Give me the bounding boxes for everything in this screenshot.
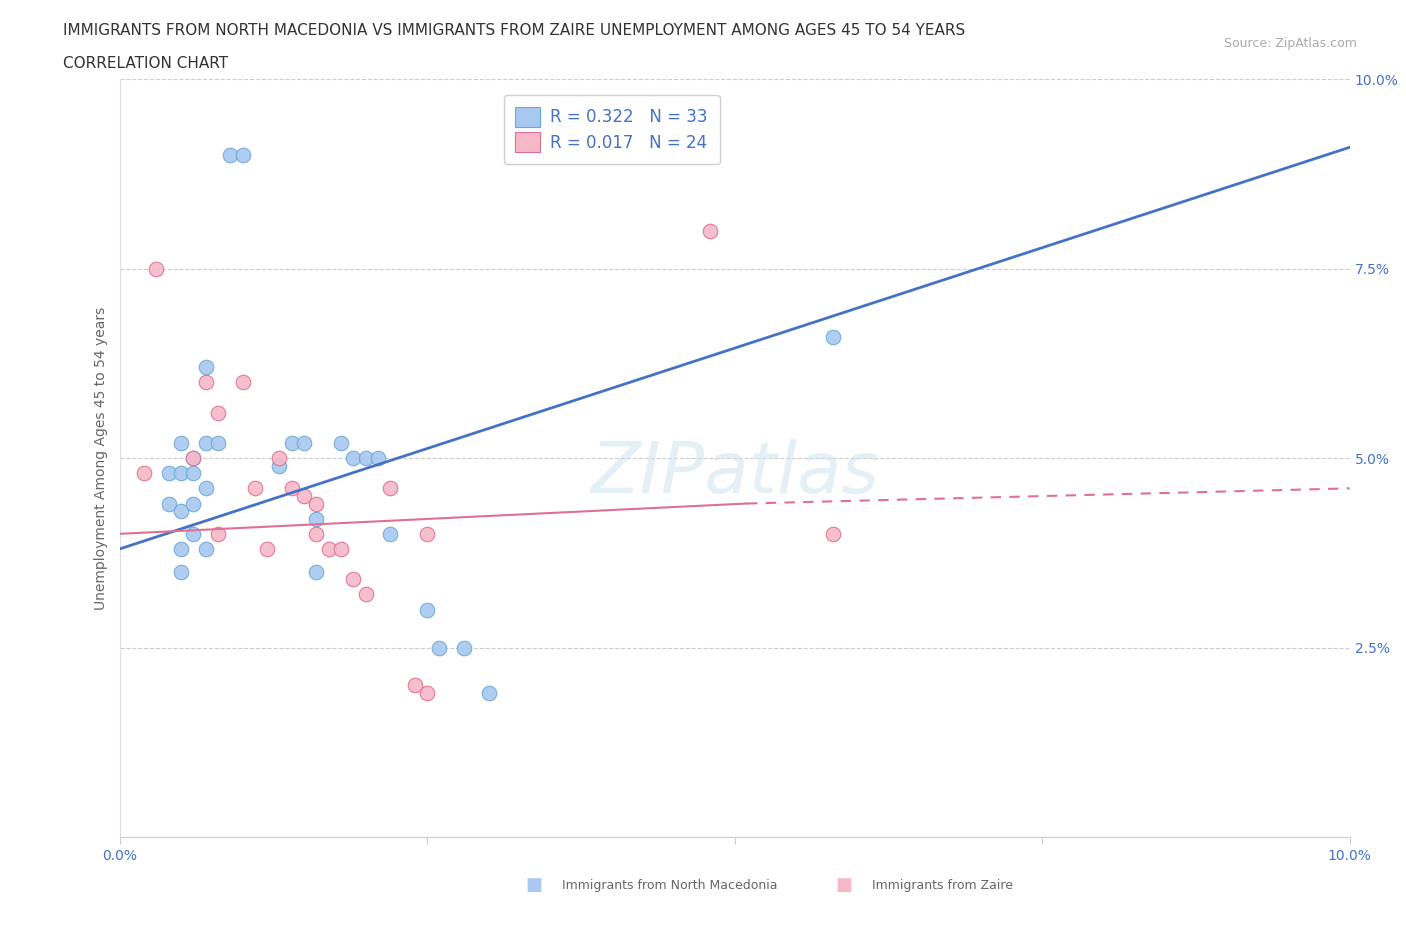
Point — [416, 685, 439, 700]
Point — [231, 375, 254, 390]
Point — [194, 481, 217, 496]
Point — [342, 572, 364, 587]
Point — [292, 488, 315, 503]
Point — [170, 504, 193, 519]
Point — [305, 512, 328, 526]
Point — [416, 603, 439, 618]
Point — [207, 405, 229, 420]
Point — [207, 526, 229, 541]
Point — [281, 435, 304, 450]
Point — [157, 466, 180, 481]
Point — [207, 435, 229, 450]
Text: ■: ■ — [526, 876, 543, 895]
Point — [145, 261, 167, 276]
Point — [329, 541, 352, 556]
Point — [243, 481, 266, 496]
Point — [305, 565, 328, 579]
Text: Source: ZipAtlas.com: Source: ZipAtlas.com — [1223, 37, 1357, 50]
Text: ■: ■ — [835, 876, 852, 895]
Point — [305, 496, 328, 511]
Point — [821, 329, 844, 344]
Point — [416, 526, 439, 541]
Point — [378, 481, 402, 496]
Point — [281, 481, 304, 496]
Text: CORRELATION CHART: CORRELATION CHART — [63, 56, 228, 71]
Point — [292, 435, 315, 450]
Point — [157, 496, 180, 511]
Point — [477, 685, 501, 700]
Point — [170, 565, 193, 579]
Point — [699, 223, 721, 238]
Point — [194, 375, 217, 390]
Point — [256, 541, 278, 556]
Point — [404, 678, 426, 693]
Point — [183, 451, 205, 466]
Point — [170, 435, 193, 450]
Point — [170, 541, 193, 556]
Point — [453, 640, 475, 655]
Point — [305, 526, 328, 541]
Text: Immigrants from North Macedonia: Immigrants from North Macedonia — [562, 879, 778, 892]
Point — [821, 526, 844, 541]
Point — [367, 451, 389, 466]
Point — [194, 541, 217, 556]
Point — [342, 451, 364, 466]
Point — [183, 451, 205, 466]
Point — [354, 451, 377, 466]
Point — [269, 451, 291, 466]
Point — [269, 458, 291, 473]
Point — [318, 541, 340, 556]
Point — [329, 435, 352, 450]
Point — [354, 587, 377, 602]
Point — [183, 466, 205, 481]
Y-axis label: Unemployment Among Ages 45 to 54 years: Unemployment Among Ages 45 to 54 years — [94, 306, 108, 610]
Text: Immigrants from Zaire: Immigrants from Zaire — [872, 879, 1012, 892]
Point — [378, 526, 402, 541]
Point — [183, 496, 205, 511]
Point — [183, 526, 205, 541]
Point — [231, 148, 254, 163]
Point — [219, 148, 242, 163]
Legend: R = 0.322   N = 33, R = 0.017   N = 24: R = 0.322 N = 33, R = 0.017 N = 24 — [503, 95, 720, 164]
Text: IMMIGRANTS FROM NORTH MACEDONIA VS IMMIGRANTS FROM ZAIRE UNEMPLOYMENT AMONG AGES: IMMIGRANTS FROM NORTH MACEDONIA VS IMMIG… — [63, 23, 966, 38]
Point — [194, 435, 217, 450]
Text: ZIPatlas: ZIPatlas — [591, 439, 879, 508]
Point — [170, 466, 193, 481]
Point — [194, 360, 217, 375]
Point — [427, 640, 450, 655]
Point — [132, 466, 156, 481]
